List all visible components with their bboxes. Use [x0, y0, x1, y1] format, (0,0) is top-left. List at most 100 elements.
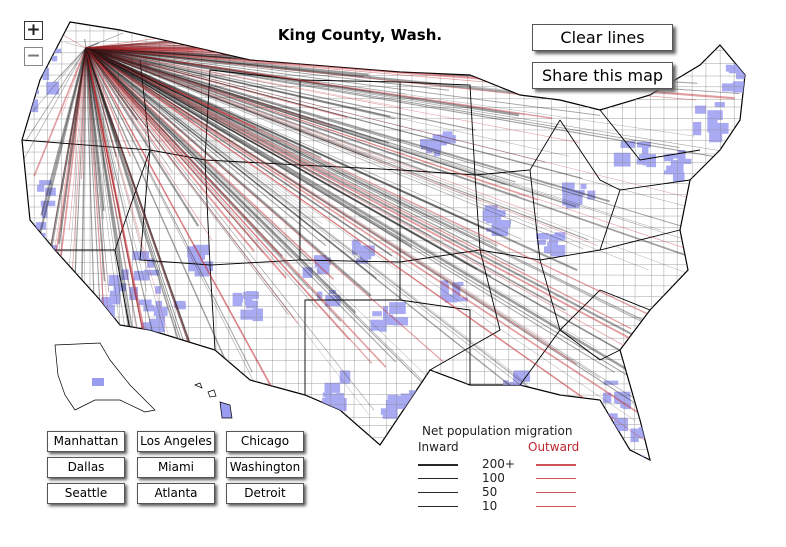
- inward-flow-line: [85, 47, 732, 161]
- outward-flow-line: [85, 47, 118, 220]
- outward-flow-line: [85, 47, 145, 339]
- inward-flow-line: [85, 47, 364, 78]
- inward-flow-line: [85, 47, 498, 246]
- outward-flow-line: [85, 47, 335, 280]
- zoom-in-button[interactable]: +: [24, 21, 43, 40]
- inward-flow-line: [85, 47, 492, 277]
- map-title: King County, Wash.: [277, 26, 443, 44]
- city-button-miami[interactable]: Miami: [137, 457, 215, 478]
- inward-flow-line: [85, 42, 142, 49]
- inward-flow-line: [85, 47, 577, 208]
- inward-flow-line: [85, 47, 675, 405]
- outward-flow-line: [85, 47, 144, 366]
- inward-flow-line: [85, 47, 139, 121]
- outward-flow-line: [85, 47, 115, 192]
- inward-flow-line: [85, 47, 357, 314]
- outward-flow-line: [85, 47, 580, 143]
- inward-flow-line: [85, 47, 615, 373]
- inward-flow-line: [53, 47, 87, 83]
- city-button-dallas[interactable]: Dallas: [47, 457, 125, 478]
- zoom-out-button[interactable]: −: [24, 47, 43, 66]
- inward-flow-line: [85, 47, 670, 334]
- outward-flow-line: [85, 47, 578, 365]
- inward-flow-line: [85, 47, 589, 241]
- outward-flow-line: [85, 47, 538, 215]
- inward-flow-line: [85, 47, 723, 409]
- city-button-seattle[interactable]: Seattle: [47, 483, 125, 504]
- inward-flow-line: [85, 47, 570, 157]
- inward-flow-line: [61, 47, 87, 191]
- inward-flow-line: [85, 47, 597, 349]
- inward-flow-line: [85, 47, 383, 164]
- legend-outward-line: [536, 464, 576, 466]
- city-button-washington[interactable]: Washington: [226, 457, 304, 478]
- migration-flow-lines: [22, 29, 740, 455]
- inward-flow-line: [85, 47, 323, 225]
- inward-flow-line: [85, 47, 520, 197]
- inward-flow-line: [85, 47, 178, 94]
- outward-flow-line: [85, 47, 255, 252]
- inward-flow-line: [85, 47, 647, 411]
- outward-flow-line: [85, 47, 655, 352]
- inward-flow-line: [85, 47, 114, 127]
- inward-flow-line: [85, 47, 482, 202]
- legend-row: 50: [412, 485, 592, 499]
- legend-inward-line: [418, 464, 458, 466]
- city-button-los-angeles[interactable]: Los Angeles: [137, 431, 215, 452]
- inward-flow-line: [85, 47, 680, 149]
- inward-flow-line: [85, 47, 516, 183]
- inward-flow-line: [65, 42, 87, 49]
- outward-flow-line: [85, 47, 246, 57]
- inward-flow-line: [85, 47, 116, 181]
- share-map-button[interactable]: Share this map: [532, 62, 673, 89]
- inward-flow-line: [85, 47, 506, 186]
- inward-flow-line: [85, 47, 449, 91]
- legend-inward-line: [418, 478, 458, 479]
- inward-flow-line: [85, 47, 649, 271]
- outward-flow-line: [85, 47, 613, 419]
- outward-flow-line: [85, 47, 373, 364]
- inward-flow-line: [85, 47, 737, 154]
- inward-flow-line: [85, 47, 310, 290]
- inward-flow-line: [85, 47, 732, 242]
- outward-flow-line: [85, 47, 153, 369]
- outward-flow-line: [85, 47, 299, 324]
- inward-flow-line: [85, 47, 727, 253]
- inward-flow-line: [85, 47, 485, 230]
- inward-flow-line: [85, 47, 298, 153]
- legend-row: 200+: [412, 457, 592, 471]
- inward-flow-line: [85, 47, 373, 93]
- outward-flow-line: [85, 47, 151, 67]
- inward-flow-line: [85, 47, 252, 218]
- inward-flow-line: [85, 47, 498, 247]
- outward-flow-line: [85, 47, 132, 157]
- outward-flow-line: [85, 47, 387, 368]
- outward-flow-line: [85, 47, 325, 180]
- inward-flow-line: [85, 47, 636, 422]
- inward-flow-line: [85, 47, 342, 322]
- legend-inward-line: [418, 506, 458, 507]
- inward-flow-line: [85, 47, 719, 216]
- city-button-manhattan[interactable]: Manhattan: [47, 431, 125, 452]
- inward-flow-line: [85, 47, 465, 237]
- inward-flow-line: [85, 47, 478, 271]
- inward-flow-line: [32, 47, 87, 112]
- state-borders: [22, 59, 701, 395]
- city-button-detroit[interactable]: Detroit: [226, 483, 304, 504]
- outward-flow-line: [85, 47, 683, 443]
- clear-lines-button[interactable]: Clear lines: [532, 24, 673, 51]
- inward-flow-line: [85, 47, 431, 174]
- inward-flow-line: [85, 47, 706, 281]
- inward-flow-line: [85, 47, 396, 120]
- inward-flow-line: [85, 32, 124, 49]
- inward-flow-line: [85, 47, 148, 292]
- outward-flow-line: [85, 47, 107, 343]
- inward-flow-line: [85, 47, 588, 431]
- inward-flow-line: [85, 47, 406, 95]
- city-button-atlanta[interactable]: Atlanta: [137, 483, 215, 504]
- inward-flow-line: [85, 47, 601, 379]
- inward-flow-line: [85, 47, 191, 363]
- inward-flow-line: [85, 47, 397, 270]
- city-button-chicago[interactable]: Chicago: [226, 431, 304, 452]
